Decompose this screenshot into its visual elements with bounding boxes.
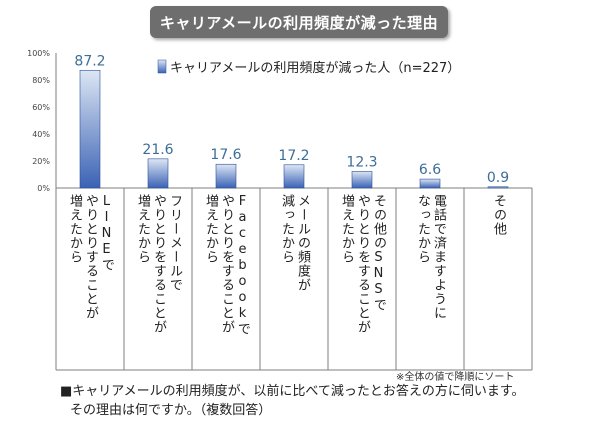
legend-swatch: [157, 59, 167, 74]
category-label-line: やりとりをすることが: [219, 194, 234, 334]
category-label: メールの頻度が 減ったから: [260, 194, 328, 370]
category-label-line: LINEで: [99, 194, 114, 272]
bar: [487, 186, 509, 189]
category-label: Facebookで やりとりをすることが 増えたから: [192, 194, 260, 370]
bar: [79, 69, 101, 189]
category-label-line: Facebookで: [235, 194, 250, 336]
category-label-line: やりとりすることが: [83, 194, 98, 320]
category-label-line: 増えたから: [67, 194, 82, 264]
category-label-line: その他: [491, 194, 506, 236]
bar-value-label: 21.6: [142, 142, 173, 158]
y-tick-label: 0%: [37, 184, 50, 193]
bar-value-label: 17.2: [278, 148, 309, 164]
bar: [215, 163, 237, 189]
bar: [147, 158, 169, 189]
category-label: その他のSNSで やりとりをすることが 増えたから: [328, 194, 396, 370]
y-tick-label: 40%: [32, 130, 50, 139]
category-label-line: やりとりをすることが: [151, 194, 166, 334]
bar: [419, 178, 441, 189]
y-tick-label: 60%: [32, 103, 50, 112]
category-label: LINEで やりとりすることが 増えたから: [56, 194, 124, 370]
category-label: 電話で済ますように なったから: [396, 194, 464, 370]
bar: [351, 171, 373, 189]
bar-value-label: 17.6: [210, 147, 241, 163]
sort-note: ※全体の値で降順にソート: [396, 372, 515, 383]
question-line-2: その理由は何ですか。（複数回答）: [70, 403, 272, 418]
category-label-line: 増えたから: [135, 194, 150, 264]
category-label-line: 電話で済ますように: [431, 194, 446, 320]
bar: [283, 164, 305, 189]
bar-value-label: 6.6: [419, 162, 441, 178]
category-label-line: 増えたから: [203, 194, 218, 264]
bar-value-label: 87.2: [74, 53, 105, 69]
category-label-line: なったから: [415, 194, 430, 264]
question-line-1: ■キャリアメールの利用頻度が、以前に比べて減ったとお答えの方に伺います。: [60, 384, 525, 399]
category-label-line: フリーメールで: [167, 194, 182, 292]
y-tick-label: 100%: [27, 49, 50, 58]
bar-value-label: 0.9: [487, 170, 509, 186]
bar-value-label: 12.3: [346, 154, 377, 170]
category-label: フリーメールで やりとりをすることが 増えたから: [124, 194, 192, 370]
category-label-line: 増えたから: [339, 194, 354, 264]
chart-title: キャリアメールの利用頻度が減った理由: [150, 6, 448, 38]
legend-label: キャリアメールの利用頻度が減った人（n=227）: [170, 60, 460, 76]
y-tick-label: 20%: [32, 157, 50, 166]
survey-question: ■キャリアメールの利用頻度が、以前に比べて減ったとお答えの方に伺います。 その理…: [60, 382, 525, 420]
category-label-line: メールの頻度が: [295, 194, 310, 292]
category-label: その他: [464, 194, 532, 370]
category-label-line: 減ったから: [279, 194, 294, 264]
category-label-line: その他のSNSで: [371, 194, 386, 312]
category-label-line: やりとりをすることが: [355, 194, 370, 334]
y-tick-label: 80%: [32, 76, 50, 85]
